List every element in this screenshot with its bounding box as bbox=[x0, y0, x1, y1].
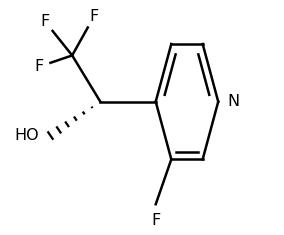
Text: F: F bbox=[40, 14, 49, 29]
Text: HO: HO bbox=[14, 128, 39, 143]
Text: F: F bbox=[151, 213, 160, 228]
Text: F: F bbox=[34, 59, 43, 74]
Text: N: N bbox=[227, 94, 239, 109]
Text: F: F bbox=[89, 9, 99, 24]
